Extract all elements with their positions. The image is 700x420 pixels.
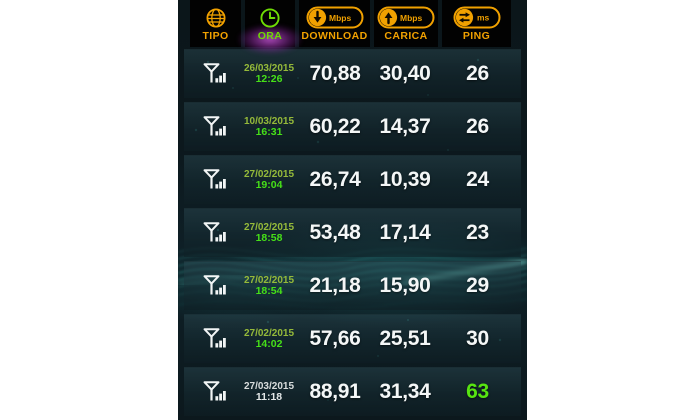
upload-value: 14,37 xyxy=(379,115,431,138)
column-header-carica[interactable]: Mbps CARICA xyxy=(374,0,438,47)
result-row[interactable]: 27/02/2015 14:02 57,66 25,51 30 xyxy=(184,314,521,363)
datetime-cell: 27/02/2015 18:54 xyxy=(244,275,294,297)
result-row[interactable]: 27/03/2015 11:18 88,91 31,34 63 xyxy=(184,367,521,416)
cellular-signal-icon xyxy=(203,63,226,83)
ping-value: 30 xyxy=(466,327,489,350)
cellular-signal-icon xyxy=(203,328,226,348)
result-time: 14:02 xyxy=(255,338,283,350)
datetime-cell: 27/02/2015 14:02 xyxy=(244,328,294,350)
connection-type-cell xyxy=(184,115,244,139)
datetime-cell: 10/03/2015 16:31 xyxy=(244,116,294,138)
clock-icon xyxy=(259,7,281,29)
ping-value: 29 xyxy=(466,274,489,297)
datetime-cell: 27/02/2015 19:04 xyxy=(244,169,294,191)
connection-type-cell xyxy=(184,221,244,245)
ping-value: 63 xyxy=(466,380,489,403)
column-header-download[interactable]: Mbps DOWNLOAD xyxy=(299,0,370,47)
column-header-tipo[interactable]: TIPO xyxy=(190,0,241,47)
connection-type-cell xyxy=(184,62,244,86)
column-label: TIPO xyxy=(202,30,229,42)
column-header-ora[interactable]: ORA xyxy=(245,0,295,47)
result-time: 19:04 xyxy=(255,179,283,191)
download-value: 26,74 xyxy=(309,168,361,191)
result-date: 26/03/2015 xyxy=(243,63,295,74)
result-time: 18:58 xyxy=(255,232,283,244)
upload-value: 30,40 xyxy=(379,62,431,85)
upload-value: 31,34 xyxy=(379,380,431,403)
download-arrow-icon: Mbps xyxy=(306,6,364,29)
download-value: 60,22 xyxy=(309,115,361,138)
upload-value: 17,14 xyxy=(379,221,431,244)
column-label: CARICA xyxy=(384,30,428,42)
connection-type-cell xyxy=(184,380,244,404)
datetime-cell: 27/02/2015 18:58 xyxy=(244,222,294,244)
svg-text:Mbps: Mbps xyxy=(329,13,351,23)
speedtest-results-screen: TIPO ORA Mbp xyxy=(178,0,527,420)
result-date: 27/02/2015 xyxy=(243,328,295,339)
connection-type-cell xyxy=(184,327,244,351)
download-value: 88,91 xyxy=(309,380,361,403)
ping-value: 24 xyxy=(466,168,489,191)
result-date: 27/03/2015 xyxy=(243,381,295,392)
column-header-ping[interactable]: ms PING xyxy=(442,0,511,47)
ping-value: 23 xyxy=(466,221,489,244)
results-table-header: TIPO ORA Mbp xyxy=(178,0,527,47)
download-value: 53,48 xyxy=(309,221,361,244)
globe-icon xyxy=(205,7,227,29)
cellular-signal-icon xyxy=(203,169,226,189)
datetime-cell: 26/03/2015 12:26 xyxy=(244,63,294,85)
result-row[interactable]: 27/02/2015 19:04 26,74 10,39 24 xyxy=(184,155,521,204)
result-time: 16:31 xyxy=(255,126,283,138)
result-time: 12:26 xyxy=(255,73,283,85)
svg-text:ms: ms xyxy=(477,13,490,23)
upload-arrow-icon: Mbps xyxy=(377,6,435,29)
connection-type-cell xyxy=(184,168,244,192)
ping-value: 26 xyxy=(466,115,489,138)
download-value: 21,18 xyxy=(309,274,361,297)
download-value: 57,66 xyxy=(309,327,361,350)
result-row[interactable]: 27/02/2015 18:54 21,18 15,90 29 xyxy=(184,261,521,310)
result-time: 18:54 xyxy=(255,285,283,297)
cellular-signal-icon xyxy=(203,381,226,401)
datetime-cell: 27/03/2015 11:18 xyxy=(244,381,294,403)
results-list: 26/03/2015 12:26 70,88 30,40 26 10/03/20… xyxy=(184,49,521,420)
column-label: ORA xyxy=(257,30,283,42)
result-time: 11:18 xyxy=(255,391,283,403)
cellular-signal-icon xyxy=(203,275,226,295)
connection-type-cell xyxy=(184,274,244,298)
column-label: DOWNLOAD xyxy=(301,30,368,42)
download-value: 70,88 xyxy=(309,62,361,85)
upload-value: 15,90 xyxy=(379,274,431,297)
ping-arrows-icon: ms xyxy=(453,6,501,29)
result-row[interactable]: 27/02/2015 18:58 53,48 17,14 23 xyxy=(184,208,521,257)
upload-value: 10,39 xyxy=(379,168,431,191)
cellular-signal-icon xyxy=(203,222,226,242)
column-label: PING xyxy=(462,30,491,42)
svg-text:Mbps: Mbps xyxy=(400,13,422,23)
ping-value: 26 xyxy=(466,62,489,85)
result-date: 27/02/2015 xyxy=(243,169,295,180)
result-row[interactable]: 26/03/2015 12:26 70,88 30,40 26 xyxy=(184,49,521,98)
upload-value: 25,51 xyxy=(379,327,431,350)
cellular-signal-icon xyxy=(203,116,226,136)
result-date: 10/03/2015 xyxy=(243,116,295,127)
result-row[interactable]: 10/03/2015 16:31 60,22 14,37 26 xyxy=(184,102,521,151)
